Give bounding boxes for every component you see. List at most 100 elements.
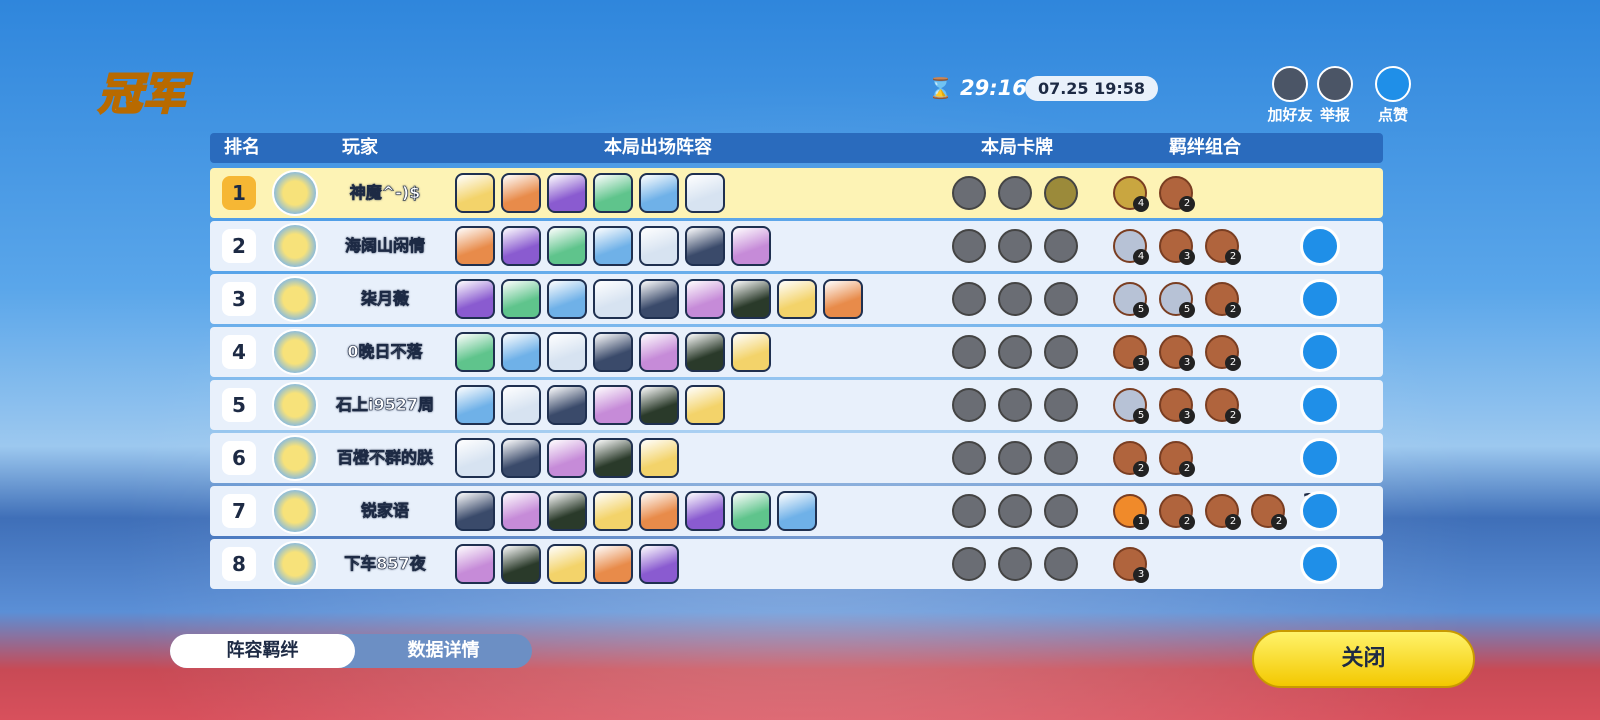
header-cell: 玩家	[342, 137, 378, 158]
close-button[interactable]: 关闭	[1252, 630, 1475, 688]
hero-icon	[547, 491, 587, 531]
player-name: 石上i9527周	[335, 395, 435, 415]
bond-count: 4	[1133, 249, 1149, 265]
table-row: 3 柒月薇 5 5 2	[210, 274, 1383, 324]
bond-icon	[1113, 229, 1147, 263]
player-name: 海阔山闲情	[344, 236, 426, 256]
hero-icon	[593, 491, 633, 531]
tab-active[interactable]: 阵容羁绊	[170, 634, 355, 668]
rank-badge	[222, 494, 256, 528]
bond-icon	[1113, 335, 1147, 369]
hero-icon	[593, 438, 633, 478]
rank: 5	[232, 393, 246, 417]
hero-icon	[639, 226, 679, 266]
hero-icon	[547, 438, 587, 478]
hero-icon	[777, 279, 817, 319]
card-icon	[1044, 229, 1078, 263]
hero-icon	[547, 279, 587, 319]
hero-icon	[455, 491, 495, 531]
action-label[interactable]: 加好友	[1267, 106, 1313, 124]
hero-icon	[639, 332, 679, 372]
bond-icon	[1159, 441, 1193, 475]
action-label[interactable]: 点赞	[1377, 106, 1408, 124]
action-icon[interactable]	[1317, 66, 1353, 102]
action-label[interactable]: 举报	[1319, 106, 1350, 124]
hero-icon	[455, 438, 495, 478]
hero-icon	[547, 226, 587, 266]
hero-icon	[685, 385, 725, 425]
like-button[interactable]	[1300, 226, 1340, 266]
hero-icon	[501, 173, 541, 213]
like-button[interactable]	[1300, 332, 1340, 372]
like-button[interactable]	[1300, 279, 1340, 319]
tab[interactable]: 数据详情	[407, 640, 480, 661]
card-icon	[1044, 282, 1078, 316]
bond-count: 1	[1133, 514, 1149, 530]
like-button[interactable]	[1300, 438, 1340, 478]
bond-count: 2	[1271, 514, 1287, 530]
avatar	[272, 435, 318, 481]
avatar	[272, 541, 318, 587]
player-name: 0晚日不落	[347, 342, 423, 362]
header-cell: 本局出场阵容	[604, 137, 712, 158]
hero-icon	[777, 491, 817, 531]
hero-icon	[455, 226, 495, 266]
bond-count: 3	[1179, 408, 1195, 424]
avatar	[272, 488, 318, 534]
like-button[interactable]	[1300, 385, 1340, 425]
timer-icon: ⌛	[928, 76, 953, 100]
bond-count: 3	[1179, 249, 1195, 265]
table-row: 8 下车857夜 3	[210, 539, 1383, 589]
like-button[interactable]	[1300, 491, 1340, 531]
bond-count: 3	[1133, 567, 1149, 583]
hero-icon	[501, 279, 541, 319]
card-icon	[998, 441, 1032, 475]
hero-icon	[501, 491, 541, 531]
card-icon	[1044, 547, 1078, 581]
hero-icon	[593, 332, 633, 372]
card-icon	[952, 229, 986, 263]
card-icon	[998, 282, 1032, 316]
hero-icon	[685, 332, 725, 372]
hero-icon	[455, 385, 495, 425]
rank: 1	[232, 181, 246, 205]
avatar	[272, 329, 318, 375]
hero-icon	[501, 226, 541, 266]
player-name: 柒月薇	[360, 289, 410, 309]
table-row: 2 海阔山闲情 4 3 2	[210, 221, 1383, 271]
rank: 7	[232, 499, 246, 523]
table-row: 7锐家语12222	[210, 486, 1383, 536]
card-icon	[952, 441, 986, 475]
hero-icon	[639, 491, 679, 531]
card-icon	[998, 176, 1032, 210]
player-name: 下车857夜	[344, 554, 426, 574]
action-icon[interactable]	[1272, 66, 1308, 102]
like-button[interactable]	[1300, 544, 1340, 584]
action-icon[interactable]	[1375, 66, 1411, 102]
bond-count: 5	[1133, 408, 1149, 424]
hero-icon	[823, 279, 863, 319]
hero-icon	[639, 544, 679, 584]
table-row: 4 0晚日不落 3 3 2	[210, 327, 1383, 377]
header-cell: 羁绊组合	[1169, 137, 1241, 158]
card-icon	[952, 388, 986, 422]
avatar	[272, 276, 318, 322]
rank: 2	[232, 234, 246, 258]
card-icon	[1044, 441, 1078, 475]
avatar	[272, 382, 318, 428]
card-icon	[998, 335, 1032, 369]
rank-badge	[222, 335, 256, 369]
player-name: 锐家语	[360, 501, 410, 521]
hero-icon	[685, 173, 725, 213]
header-cell: 本局卡牌	[981, 137, 1053, 158]
card-icon	[998, 547, 1032, 581]
card-icon	[1044, 176, 1078, 210]
hero-icon	[501, 385, 541, 425]
hero-icon	[501, 438, 541, 478]
hero-icon	[639, 279, 679, 319]
hero-icon	[455, 279, 495, 319]
hero-icon	[593, 544, 633, 584]
rank: 8	[232, 552, 246, 576]
card-icon	[1044, 388, 1078, 422]
